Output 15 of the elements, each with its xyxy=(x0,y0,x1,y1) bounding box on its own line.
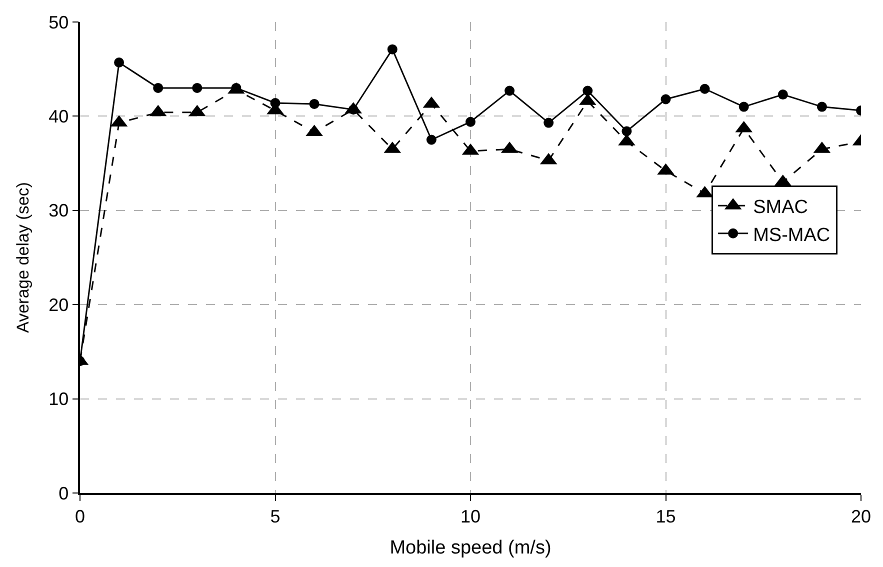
legend-label: SMAC xyxy=(753,197,808,218)
y-tick-label: 10 xyxy=(48,389,69,410)
y-tick-label: 0 xyxy=(58,483,69,504)
x-tick-label: 20 xyxy=(850,506,872,526)
x-tick-label: 15 xyxy=(656,506,676,526)
y-tick-label: 40 xyxy=(48,106,69,126)
x-axis-title: Mobile speed (m/s) xyxy=(390,538,552,559)
y-axis-title: Average delay (sec) xyxy=(14,182,33,333)
x-tick-label: 0 xyxy=(74,506,86,526)
y-tick-label: 30 xyxy=(48,200,69,221)
x-tick-label: 5 xyxy=(270,506,280,526)
y-tick-label: 50 xyxy=(48,12,69,32)
y-tick-label: 20 xyxy=(48,294,69,315)
x-tick-label: 10 xyxy=(460,506,481,526)
legend-label: MS-MAC xyxy=(753,224,830,246)
